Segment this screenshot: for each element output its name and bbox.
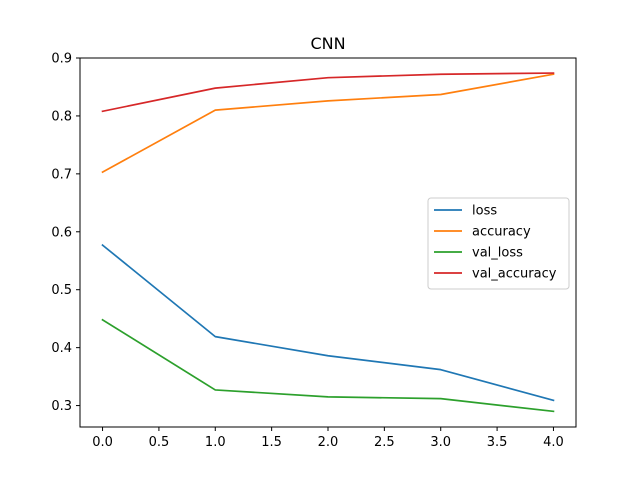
- x-tick-label: 2.0: [318, 435, 339, 450]
- y-tick-label: 0.9: [51, 52, 72, 67]
- x-tick-label: 1.5: [261, 435, 282, 450]
- legend: loss accuracy val_loss val_accuracy: [428, 198, 569, 289]
- y-tick-label: 0.8: [51, 109, 72, 124]
- legend-label-accuracy: accuracy: [472, 225, 531, 240]
- x-tick-label: 2.5: [374, 435, 395, 450]
- x-tick-label: 3.5: [487, 435, 508, 450]
- y-tick-label: 0.3: [51, 399, 72, 414]
- y-tick-label: 0.4: [51, 341, 72, 356]
- legend-label-loss: loss: [472, 204, 497, 219]
- legend-label-val-accuracy: val_accuracy: [472, 267, 557, 282]
- x-tick-label: 3.0: [430, 435, 451, 450]
- y-tick-label: 0.6: [51, 225, 72, 240]
- x-tick-label: 0.0: [92, 435, 113, 450]
- legend-label-val-loss: val_loss: [472, 246, 523, 261]
- y-tick-label: 0.5: [51, 283, 72, 298]
- x-tick-label: 0.5: [149, 435, 170, 450]
- y-tick-label: 0.7: [51, 167, 72, 182]
- x-tick-label: 4.0: [543, 435, 564, 450]
- chart-title: CNN: [310, 34, 345, 53]
- x-tick-label: 1.0: [205, 435, 226, 450]
